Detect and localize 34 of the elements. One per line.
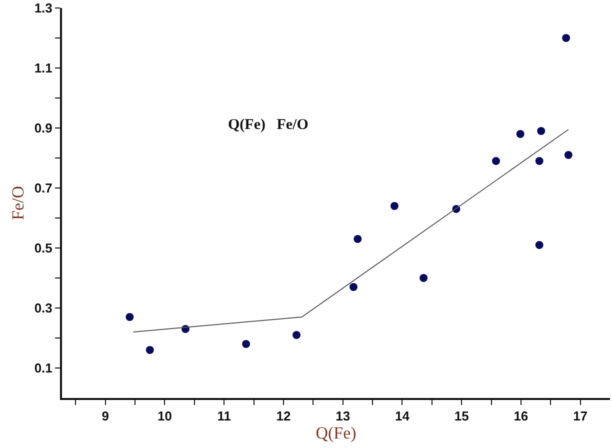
point	[535, 241, 544, 249]
y-tick-label: 0.3	[34, 300, 52, 316]
point	[420, 274, 428, 282]
point	[516, 130, 524, 138]
y-tick-label: 0.1	[34, 360, 52, 376]
x-tick-label: 17	[573, 408, 588, 424]
point	[292, 331, 301, 339]
point	[242, 340, 250, 348]
point	[146, 346, 154, 354]
point	[564, 151, 572, 159]
point	[535, 157, 544, 165]
y-tick-label: 0.7	[34, 180, 52, 196]
x-tick-label: 10	[157, 408, 172, 424]
point	[492, 157, 500, 165]
y-axis-title: Fe/O	[8, 186, 28, 220]
x-tick-label: 14	[394, 408, 410, 424]
x-tick-label: 13	[336, 408, 350, 424]
point	[537, 127, 546, 135]
x-tick-label: 11	[217, 408, 231, 424]
y-tick-label: 1.1	[34, 60, 52, 76]
point	[390, 202, 398, 210]
point	[354, 235, 362, 243]
x-tick-label: 12	[276, 408, 291, 424]
y-tick-label: 0.5	[34, 240, 52, 256]
y-tick-label: 1.3	[34, 0, 52, 16]
y-tick-label: 0.9	[34, 120, 52, 136]
annotation: Q(Fe) Fe/O	[228, 117, 308, 133]
x-axis-title: Q(Fe)	[316, 424, 356, 443]
point	[562, 34, 570, 42]
point	[350, 283, 358, 291]
x-tick-label: 9	[102, 408, 109, 424]
x-tick-label: 15	[454, 408, 469, 424]
point	[126, 313, 134, 321]
x-tick-label: 16	[514, 408, 528, 424]
